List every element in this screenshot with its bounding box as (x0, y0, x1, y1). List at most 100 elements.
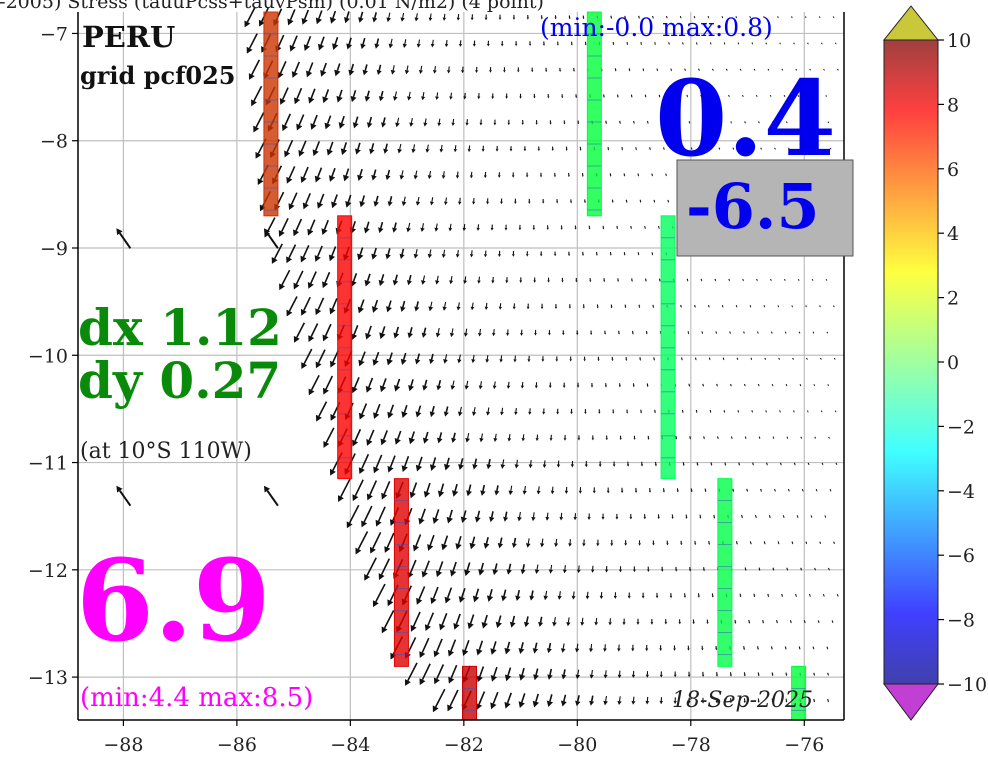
vector-shaft (415, 534, 422, 547)
vector-head (469, 175, 474, 179)
vector-head (624, 17, 626, 19)
vector-head (507, 437, 512, 442)
vector-shaft (760, 488, 762, 491)
vector-head (752, 43, 753, 45)
vector-shaft (492, 641, 497, 650)
vector-head (785, 700, 788, 703)
vector-head (794, 464, 796, 466)
vector-shaft (367, 325, 372, 335)
vector-head (358, 467, 365, 475)
vector-head (553, 175, 557, 178)
vector-head (439, 148, 444, 153)
vector-head (441, 175, 446, 179)
vector-head (610, 17, 613, 19)
vector-shaft (824, 515, 827, 518)
vector-shaft (818, 16, 821, 18)
vector-shaft (510, 485, 513, 491)
vector-shaft (340, 478, 351, 497)
vector-head (576, 332, 579, 336)
vector-head (381, 122, 387, 128)
vector-shaft (425, 431, 429, 439)
vector-shaft (485, 536, 489, 544)
vector-shaft (360, 299, 365, 308)
vector-shaft (825, 95, 827, 97)
vector-head (765, 43, 767, 45)
vector-shaft (451, 328, 454, 334)
vector-head (635, 148, 637, 151)
vector-head (534, 385, 538, 389)
vector-shaft (760, 147, 762, 150)
vector-head (354, 148, 361, 155)
vector-head (476, 648, 483, 656)
vector-shaft (753, 68, 756, 71)
vector-shaft (388, 300, 392, 308)
vector-shaft (420, 65, 423, 71)
vector-head (652, 17, 654, 19)
vector-shaft (415, 170, 418, 176)
vector-head (771, 332, 773, 334)
vector-head (551, 148, 554, 151)
vector-shaft (521, 667, 525, 676)
vector-head (545, 516, 550, 521)
vector-head (622, 622, 626, 626)
vector-head (556, 464, 561, 468)
vector-head (406, 227, 411, 233)
vector-head (619, 122, 621, 125)
vector-head (320, 70, 327, 77)
vector-head (568, 17, 571, 20)
vector-head (443, 358, 448, 364)
vector-shaft (353, 377, 360, 389)
vector-head (263, 228, 271, 236)
vector-head (365, 332, 372, 340)
vector-head (533, 674, 539, 681)
vector-shaft (119, 232, 132, 249)
vector-head (373, 201, 379, 207)
vector-head (603, 700, 608, 706)
vector-head (640, 411, 643, 414)
vector-head (621, 148, 624, 151)
vector-head (456, 17, 460, 21)
vector-shaft (531, 590, 534, 597)
vector-head (556, 411, 560, 415)
vector-head (828, 122, 830, 124)
vector-head (697, 595, 700, 598)
vector-head (589, 280, 592, 283)
vector-head (645, 700, 650, 705)
vector-head (560, 227, 563, 230)
vector-head (596, 306, 599, 309)
vector-head (393, 332, 400, 339)
vector-head (300, 255, 307, 263)
vector-head (392, 96, 398, 101)
vector-head (813, 674, 816, 676)
colorbar-tick-label: −2 (947, 416, 975, 438)
vector-shaft (347, 194, 352, 203)
vector-head (455, 543, 462, 550)
vector-head (500, 464, 506, 469)
vector-head (758, 569, 761, 571)
vector-head (547, 674, 553, 680)
vector-shaft (829, 489, 832, 491)
vector-head (460, 516, 467, 524)
vector-shaft (741, 94, 744, 97)
vector-head (763, 306, 766, 308)
vector-shaft (429, 13, 432, 18)
vector-head (757, 700, 760, 703)
vector-shaft (770, 278, 772, 281)
vector-shaft (513, 537, 517, 544)
vector-shaft (799, 384, 802, 386)
vector-head (424, 624, 431, 632)
vector-shaft (826, 646, 829, 649)
vector-head (520, 569, 526, 575)
vector-shaft (336, 63, 341, 71)
vector-head (641, 595, 645, 599)
vector-head (791, 306, 793, 308)
vector-head (451, 437, 457, 443)
vector-head (346, 43, 353, 50)
vector-head (646, 569, 650, 572)
vector-head (428, 17, 433, 22)
vector-shaft (833, 357, 836, 360)
vector-shaft (831, 620, 834, 623)
vector-head (620, 490, 624, 494)
vector-head (730, 385, 732, 387)
vector-shaft (404, 39, 407, 45)
